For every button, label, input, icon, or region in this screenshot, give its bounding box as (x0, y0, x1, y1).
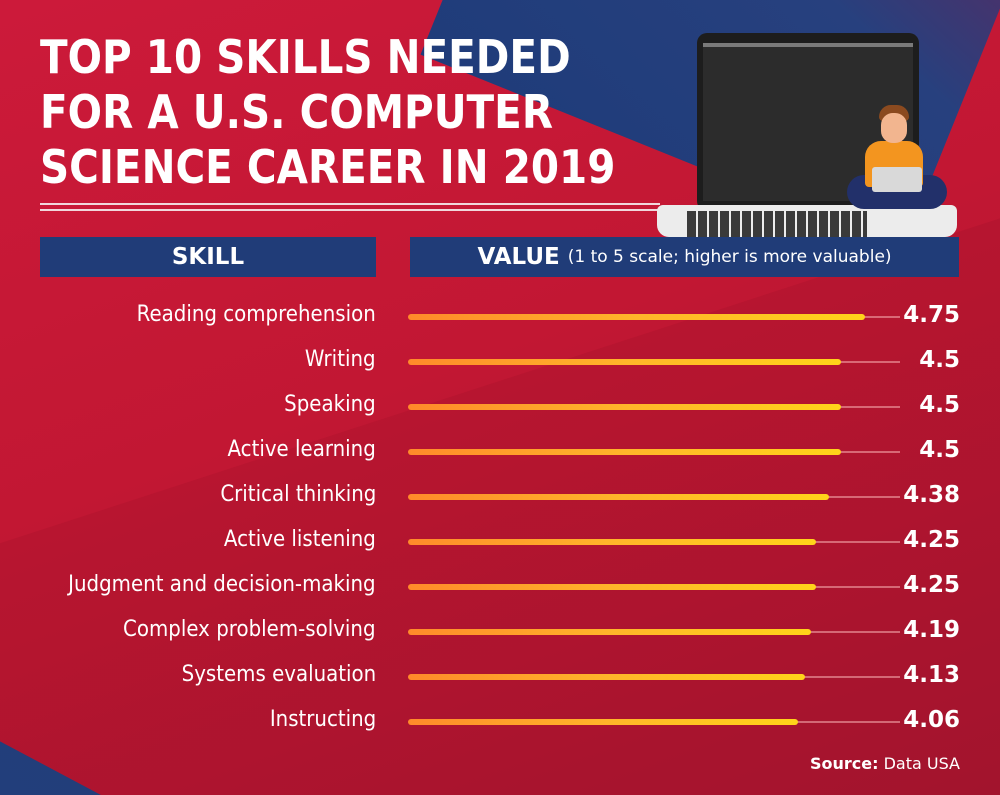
skill-label: Active learning (227, 437, 376, 462)
skill-label: Systems evaluation (181, 662, 376, 687)
value-label: 4.19 (903, 617, 960, 643)
source-value: Data USA (883, 754, 960, 773)
skill-label: Writing (305, 347, 376, 372)
chart-row: Active learning 4.5 (0, 429, 1000, 474)
value-label: 4.5 (919, 347, 960, 373)
value-header-label: VALUE (477, 244, 560, 270)
skill-label: Complex problem-solving (123, 617, 376, 642)
chart-row: Instructing 4.06 (0, 699, 1000, 744)
value-header-note: (1 to 5 scale; higher is more valuable) (567, 247, 892, 267)
chart-row: Judgment and decision-making 4.25 (0, 564, 1000, 609)
value-bar (408, 584, 816, 590)
skill-label: Instructing (269, 707, 376, 732)
chart-row: Critical thinking 4.38 (0, 474, 1000, 519)
value-label: 4.5 (919, 437, 960, 463)
skill-label: Reading comprehension (136, 302, 376, 327)
value-label: 4.38 (903, 482, 960, 508)
skill-label: Speaking (284, 392, 376, 417)
small-laptop-icon (872, 167, 922, 192)
value-bar (408, 314, 865, 320)
chart-row: Active listening 4.25 (0, 519, 1000, 564)
value-bar (408, 449, 841, 455)
skill-label: Active listening (224, 527, 376, 552)
chart-row: Speaking 4.5 (0, 384, 1000, 429)
chart-row: Writing 4.5 (0, 339, 1000, 384)
laptop-keyboard (687, 211, 867, 239)
value-bar (408, 719, 798, 725)
value-column-header: VALUE (1 to 5 scale; higher is more valu… (410, 237, 959, 277)
value-bar (408, 539, 816, 545)
value-bar (408, 629, 811, 635)
chart-row: Complex problem-solving 4.19 (0, 609, 1000, 654)
value-label: 4.75 (903, 302, 960, 328)
page-title: TOP 10 SKILLS NEEDED FOR A U.S. COMPUTER… (40, 30, 616, 194)
skill-label: Critical thinking (220, 482, 376, 507)
value-label: 4.25 (903, 527, 960, 553)
title-divider (40, 203, 660, 211)
value-label: 4.5 (919, 392, 960, 418)
person-with-laptop-illustration (845, 105, 950, 220)
skill-column-header: SKILL (40, 237, 376, 277)
value-label: 4.25 (903, 572, 960, 598)
value-bar (408, 404, 841, 410)
value-bar (408, 359, 841, 365)
value-bar (408, 494, 829, 500)
source-note: Source: Data USA (810, 754, 960, 773)
value-label: 4.06 (903, 707, 960, 733)
skill-header-label: SKILL (171, 244, 245, 270)
chart-row: Systems evaluation 4.13 (0, 654, 1000, 699)
skill-label: Judgment and decision-making (68, 572, 376, 597)
value-bar (408, 674, 805, 680)
value-label: 4.13 (903, 662, 960, 688)
source-label: Source: (809, 754, 879, 773)
chart-row: Reading comprehension 4.75 (0, 294, 1000, 339)
